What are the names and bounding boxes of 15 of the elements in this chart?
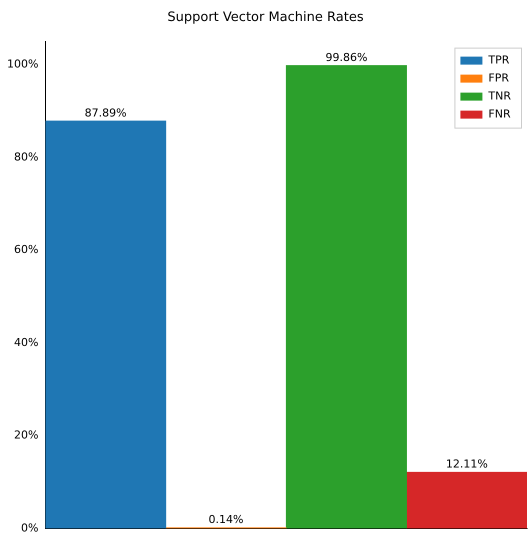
y-tick-label: 0%	[20, 521, 38, 534]
y-tick-label: 60%	[14, 243, 38, 256]
data-label: 0.14%	[208, 513, 244, 526]
y-tick-label: 20%	[14, 428, 38, 442]
y-tick-label: 80%	[14, 150, 38, 164]
y-tick-label: 100%	[6, 58, 38, 71]
legend-label: TNR	[487, 89, 512, 102]
data-label: 99.86%	[325, 50, 368, 64]
legend-label: FNR	[488, 107, 511, 120]
data-label: 12.11%	[446, 458, 488, 471]
legend-label: TPR	[487, 53, 510, 66]
legend-label: FPR	[488, 71, 510, 84]
data-label: 87.89%	[84, 106, 127, 120]
chart-title: Support Vector Machine Rates	[167, 10, 364, 26]
y-tick-label: 40%	[14, 336, 38, 349]
